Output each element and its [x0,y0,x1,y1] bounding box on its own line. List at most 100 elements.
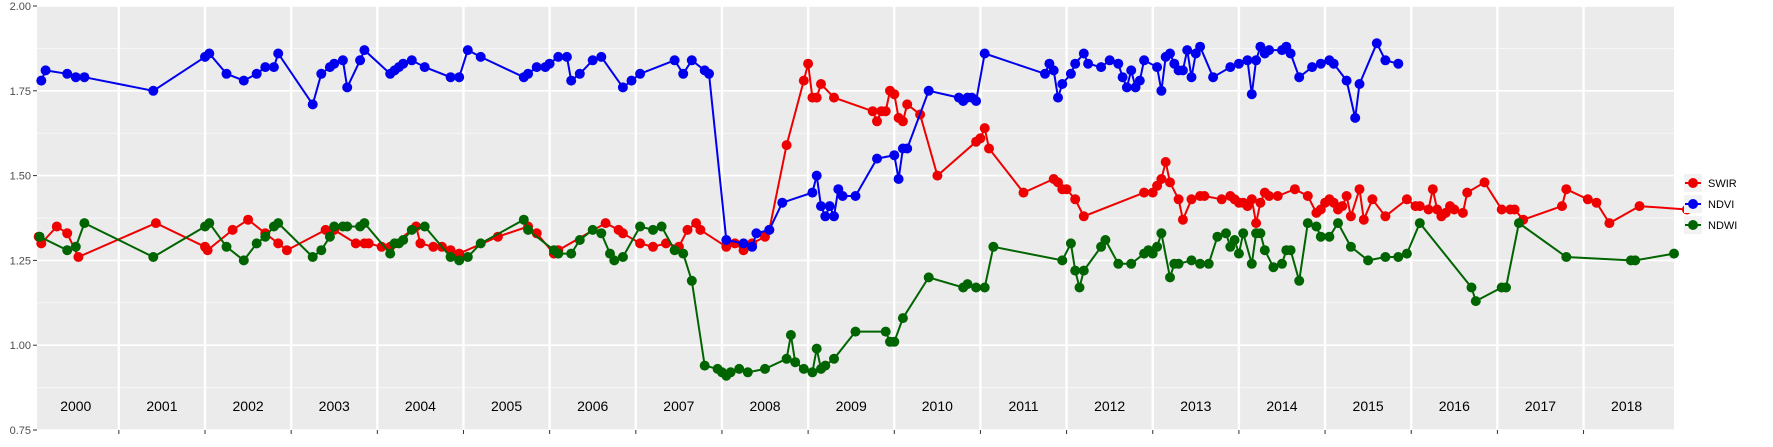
ndvi-point [617,82,628,93]
ndvi-point [1117,72,1128,83]
swir-point [1302,191,1313,201]
ndvi-point [889,150,900,161]
swir-point [880,106,891,117]
swir-point [648,241,658,252]
ndwi-point [1165,272,1175,283]
ndwi-point [260,231,271,242]
swir-point [1462,187,1473,198]
swir-point [1367,194,1378,205]
ndwi-point [656,221,667,232]
swir-point [62,228,73,239]
ndwi-point [307,252,318,262]
swir-point [811,92,822,103]
swir-point [1457,207,1468,218]
ndvi-point [1053,92,1063,103]
ndwi-point [785,330,796,340]
ndvi-point [678,68,689,79]
year-label: 2004 [405,398,436,414]
swir-point [1634,201,1645,212]
swir-point [1289,184,1300,195]
swir-point [1156,174,1167,184]
ndwi-point [273,218,284,229]
ndwi-point [1186,255,1197,266]
y-tick-label: 1.25 [10,255,31,267]
ndwi-point [617,252,628,262]
swir-point [1199,191,1210,201]
ndwi-point [798,363,809,374]
ndvi-point [686,55,697,66]
legend-label: NDVI [1708,199,1734,211]
ndwi-point [725,367,736,378]
ndvi-point [850,191,861,201]
ndvi-point [596,51,607,62]
ndwi-point [148,252,159,262]
y-tick-label: 1.75 [10,86,31,98]
ndwi-point [1393,252,1404,262]
ndvi-point [329,58,340,69]
ndwi-point [678,248,689,259]
ndvi-point [148,85,159,96]
ndwi-point [790,357,801,368]
ndvi-point [544,58,555,69]
swir-point [867,106,878,117]
swir-point [1496,204,1507,215]
ndvi-point [419,62,430,73]
ndvi-point [1113,58,1124,69]
year-label: 2001 [146,398,177,414]
swir-point [227,224,238,235]
ndwi-point [238,255,249,266]
ndvi-point [561,51,572,62]
ndwi-point [406,224,417,235]
swir-point [1186,194,1197,205]
ndwi-point [699,360,710,371]
ndvi-point [751,228,762,239]
ndwi-point [1233,248,1244,259]
ndvi-point [566,75,577,86]
swir-point [428,241,439,252]
swir-point [1061,184,1072,195]
legend: SWIR NDVI NDWI [1684,174,1737,234]
swir-point [1423,204,1434,215]
ndvi-point [764,224,775,235]
swir-point [1165,177,1175,188]
ndwi-point [1074,282,1085,293]
ndwi-point [1255,228,1266,239]
ndvi-point [1177,65,1188,76]
year-label: 2006 [577,398,608,414]
ndwi-point [1285,245,1296,256]
ndvi-point [62,68,73,79]
swir-point [1479,177,1490,188]
swir-point [798,75,809,86]
ndvi-point [1057,79,1068,89]
swir-point [1449,204,1460,215]
ndwi-point [1246,258,1257,269]
ndwi-point [889,336,900,347]
ndvi-point [398,58,409,69]
swir-point [363,238,374,249]
swir-point [803,58,814,69]
y-tick-label: 2.00 [10,1,31,13]
series-layer [33,38,1692,381]
year-label: 2009 [836,398,867,414]
swir-point [51,221,62,232]
ndvi-point [1121,82,1132,93]
swir-point [1139,187,1150,198]
swir-point [1255,197,1266,208]
ndwi-point [609,255,620,266]
ndwi-point [566,248,577,259]
swir-point [1591,197,1602,208]
ndwi-point [1513,218,1524,229]
ndwi-point [34,231,45,242]
ndwi-point [1324,231,1335,242]
swir-point [1604,218,1615,229]
ndvi-point [626,75,637,86]
swir-point [1557,201,1567,212]
ndvi-point [238,75,249,86]
swir-point [1582,194,1593,205]
ndwi-point [686,275,697,286]
grid-minor [37,47,1674,389]
swir-point [1018,187,1029,198]
ndwi-point [523,224,534,235]
swir-point [1160,157,1171,167]
